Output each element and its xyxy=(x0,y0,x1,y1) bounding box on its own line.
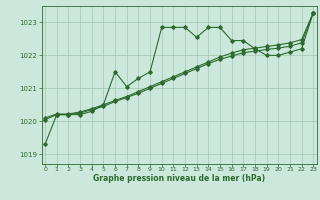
X-axis label: Graphe pression niveau de la mer (hPa): Graphe pression niveau de la mer (hPa) xyxy=(93,174,265,183)
